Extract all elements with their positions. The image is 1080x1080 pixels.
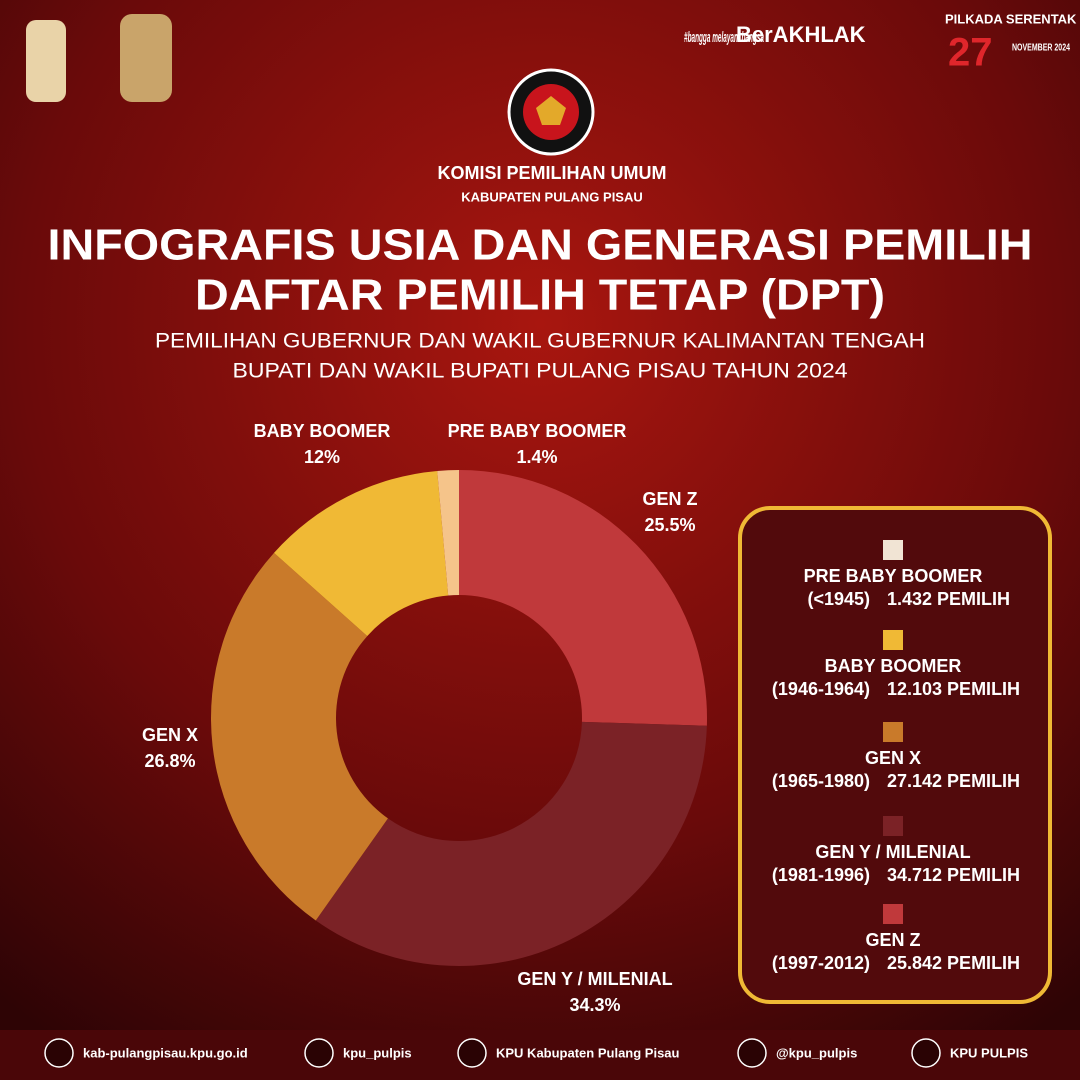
slice-value: 12% xyxy=(304,447,340,467)
subtitle: BUPATI DAN WAKIL BUPATI PULANG PISAU TAH… xyxy=(233,360,848,383)
legend-box xyxy=(738,506,1052,1004)
footer-text: KPU PULPIS xyxy=(950,1045,1028,1060)
legend-name: PRE BABY BOOMER xyxy=(804,566,983,586)
legend-swatch xyxy=(883,722,903,742)
legend-name: BABY BOOMER xyxy=(825,656,962,676)
legend-count: 25.842 PEMILIH xyxy=(887,953,1020,973)
footer-icon xyxy=(457,1038,487,1068)
footer-icon xyxy=(304,1038,334,1068)
badge: 27 xyxy=(948,31,993,75)
slice-label: PRE BABY BOOMER xyxy=(448,421,627,441)
badge: NOVEMBER 2024 xyxy=(1012,43,1070,54)
region: KABUPATEN PULANG PISAU xyxy=(461,189,643,204)
slice xyxy=(437,470,459,596)
footer-icon xyxy=(737,1038,767,1068)
slice xyxy=(274,470,449,637)
legend-count: 12.103 PEMILIH xyxy=(887,679,1020,699)
badge: #bangga melayani bangsa xyxy=(684,29,764,46)
footer-bar xyxy=(0,1030,1080,1080)
slice-value: 25.5% xyxy=(644,515,695,535)
legend-name: GEN Z xyxy=(865,930,920,950)
footer-text: KPU Kabupaten Pulang Pisau xyxy=(496,1045,680,1060)
legend-range: (1946-1964) xyxy=(772,679,870,699)
footer-text: kpu_pulpis xyxy=(343,1045,412,1060)
legend-name: GEN X xyxy=(865,748,921,768)
legend-swatch xyxy=(883,904,903,924)
slice xyxy=(211,552,388,921)
slice xyxy=(315,721,707,966)
logo xyxy=(507,68,595,156)
legend-swatch xyxy=(883,540,903,560)
mascots xyxy=(26,14,172,102)
slice xyxy=(459,470,707,726)
slice-label: BABY BOOMER xyxy=(254,421,391,441)
slice-value: 26.8% xyxy=(144,751,195,771)
legend-count: 1.432 PEMILIH xyxy=(887,589,1010,609)
legend-count: 34.712 PEMILIH xyxy=(887,865,1020,885)
slice-label: GEN Y / MILENIAL xyxy=(517,969,672,989)
legend-range: (1965-1980) xyxy=(772,771,870,791)
badge: PILKADA SERENTAK xyxy=(945,11,1077,26)
subtitle: PEMILIHAN GUBERNUR DAN WAKIL GUBERNUR KA… xyxy=(155,330,925,353)
legend-count: 27.142 PEMILIH xyxy=(887,771,1020,791)
legend-name: GEN Y / MILENIAL xyxy=(815,842,970,862)
slice-label: GEN Z xyxy=(642,489,697,509)
title: INFOGRAFIS USIA DAN GENERASI PEMILIH xyxy=(48,221,1033,270)
slice-value: 34.3% xyxy=(569,995,620,1015)
legend-range: (1981-1996) xyxy=(772,865,870,885)
legend-range: (<1945) xyxy=(807,589,870,609)
footer-icon xyxy=(911,1038,941,1068)
footer-icon xyxy=(44,1038,74,1068)
org: KOMISI PEMILIHAN UMUM xyxy=(438,163,667,183)
slice-label: GEN X xyxy=(142,725,198,745)
legend-swatch xyxy=(883,630,903,650)
footer-text: @kpu_pulpis xyxy=(776,1045,857,1060)
legend-range: (1997-2012) xyxy=(772,953,870,973)
legend-swatch xyxy=(883,816,903,836)
footer-text: kab-pulangpisau.kpu.go.id xyxy=(83,1045,248,1060)
slice-value: 1.4% xyxy=(516,447,557,467)
title: DAFTAR PEMILIH TETAP (DPT) xyxy=(195,271,885,320)
badge: BerAKHLAK xyxy=(736,22,866,47)
